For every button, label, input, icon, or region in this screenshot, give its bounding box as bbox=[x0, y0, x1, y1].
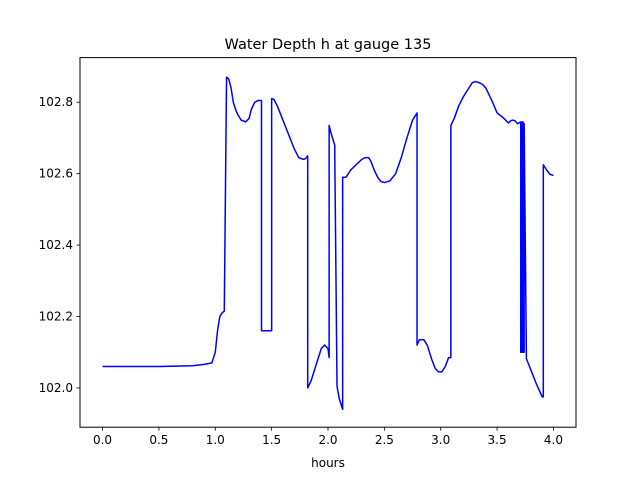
plot-area bbox=[102, 76, 554, 411]
chart-title: Water Depth h at gauge 135 bbox=[225, 37, 432, 53]
x-axis-label: hours bbox=[311, 456, 345, 470]
x-tick-label: 3.5 bbox=[488, 433, 507, 447]
x-tick-label: 0.5 bbox=[149, 433, 168, 447]
y-tick-label: 102.4 bbox=[39, 238, 73, 252]
x-tick-label: 1.5 bbox=[262, 433, 281, 447]
x-tick-label: 1.0 bbox=[206, 433, 225, 447]
y-tick-label: 102.6 bbox=[39, 167, 73, 181]
y-axis: 102.0 102.2 102.4 102.6 102.8 bbox=[39, 95, 80, 395]
x-tick-label: 4.0 bbox=[544, 433, 563, 447]
x-tick-label: 3.0 bbox=[431, 433, 450, 447]
x-tick-label: 0.0 bbox=[93, 433, 112, 447]
x-tick-label: 2.5 bbox=[375, 433, 394, 447]
x-axis: 0.0 0.5 1.0 1.5 2.0 2.5 3.0 3.5 4.0 bbox=[93, 427, 563, 447]
series-line-0 bbox=[102, 76, 554, 411]
y-tick-label: 102.8 bbox=[39, 95, 73, 109]
y-tick-label: 102.0 bbox=[39, 381, 73, 395]
y-tick-label: 102.2 bbox=[39, 309, 73, 323]
x-tick-label: 2.0 bbox=[318, 433, 337, 447]
